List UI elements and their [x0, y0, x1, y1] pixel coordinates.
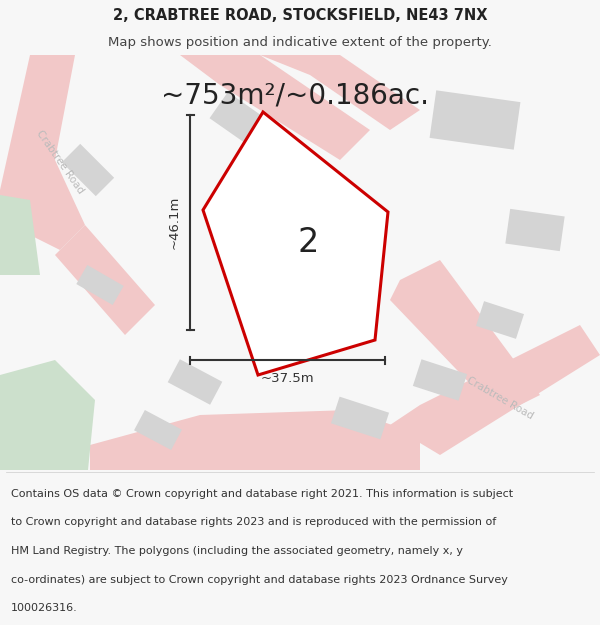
Polygon shape [331, 397, 389, 439]
Polygon shape [62, 144, 114, 196]
Polygon shape [203, 112, 388, 375]
Polygon shape [390, 260, 540, 415]
Polygon shape [180, 55, 370, 160]
Text: to Crown copyright and database rights 2023 and is reproduced with the permissio: to Crown copyright and database rights 2… [11, 518, 496, 528]
Text: ~46.1m: ~46.1m [167, 196, 181, 249]
Text: ~37.5m: ~37.5m [260, 371, 314, 384]
Polygon shape [260, 55, 420, 130]
Text: Contains OS data © Crown copyright and database right 2021. This information is : Contains OS data © Crown copyright and d… [11, 489, 513, 499]
Text: ~753m²/~0.186ac.: ~753m²/~0.186ac. [161, 81, 429, 109]
Polygon shape [430, 91, 520, 149]
Polygon shape [55, 225, 155, 335]
Polygon shape [209, 92, 271, 148]
Polygon shape [76, 265, 124, 305]
Text: 2, CRABTREE ROAD, STOCKSFIELD, NE43 7NX: 2, CRABTREE ROAD, STOCKSFIELD, NE43 7NX [113, 8, 487, 23]
Text: Crabtree Road: Crabtree Road [34, 128, 86, 196]
Polygon shape [273, 182, 337, 238]
Text: 2: 2 [298, 226, 319, 259]
Polygon shape [505, 209, 565, 251]
Polygon shape [413, 359, 467, 401]
Text: Crabtree Road: Crabtree Road [465, 375, 535, 421]
Polygon shape [0, 55, 85, 250]
Polygon shape [390, 325, 600, 455]
Polygon shape [0, 195, 40, 275]
Text: Map shows position and indicative extent of the property.: Map shows position and indicative extent… [108, 36, 492, 49]
Text: HM Land Registry. The polygons (including the associated geometry, namely x, y: HM Land Registry. The polygons (includin… [11, 546, 463, 556]
Polygon shape [168, 359, 222, 405]
Polygon shape [134, 410, 182, 450]
Text: co-ordinates) are subject to Crown copyright and database rights 2023 Ordnance S: co-ordinates) are subject to Crown copyr… [11, 574, 508, 584]
Polygon shape [0, 360, 95, 470]
Polygon shape [90, 410, 420, 470]
Text: 100026316.: 100026316. [11, 603, 77, 613]
Polygon shape [476, 301, 524, 339]
